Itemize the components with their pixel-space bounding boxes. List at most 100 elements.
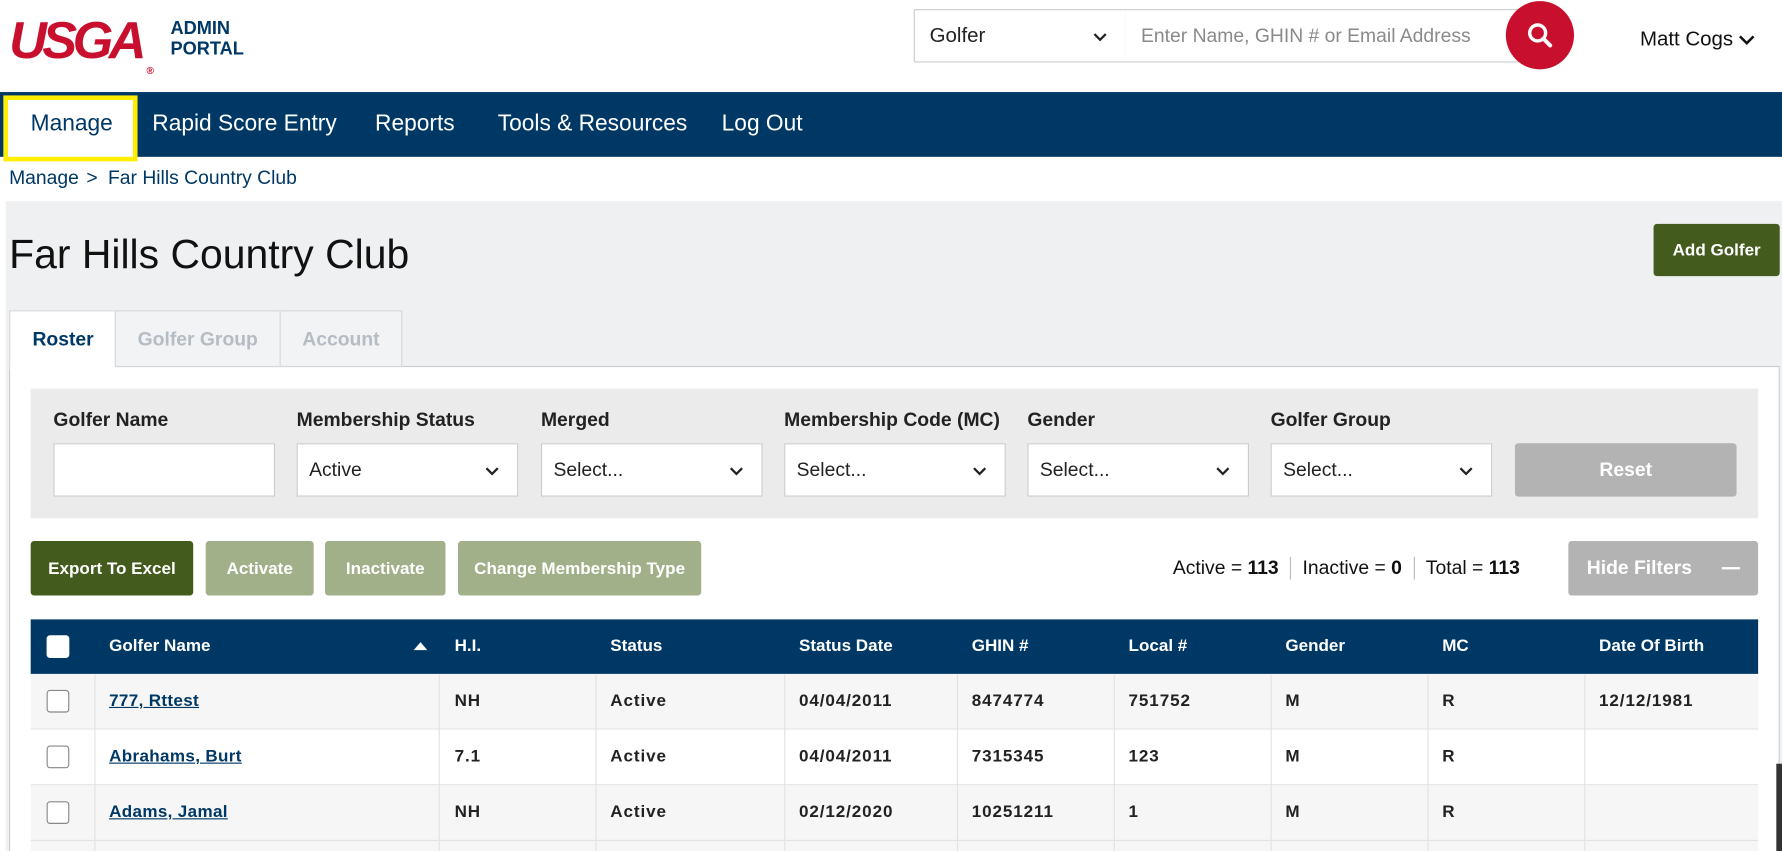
logo[interactable]: USGA ® [9, 9, 154, 76]
search-icon [1506, 1, 1574, 69]
action-button[interactable]: Inactivate [325, 541, 445, 596]
filter-input[interactable] [53, 443, 275, 496]
tab[interactable]: Golfer Group [115, 310, 281, 367]
sort-arrow [414, 642, 428, 650]
golfer-link[interactable]: Abrahams, Burt [109, 747, 242, 766]
chevron [1459, 467, 1473, 476]
count-value: 113 [1489, 557, 1520, 579]
column-divider [1114, 674, 1115, 851]
count: Inactive = 0 [1290, 557, 1413, 580]
logo-mark: ® [146, 65, 154, 76]
row-checkbox[interactable] [47, 746, 70, 769]
user-menu[interactable]: Matt Cogs [1640, 27, 1755, 51]
column-divider [1427, 674, 1428, 851]
column-header[interactable]: MC [1442, 636, 1469, 655]
nav-item[interactable]: Reports [375, 92, 455, 157]
filter-select[interactable]: Active [297, 443, 519, 496]
search-type[interactable]: Golfer [914, 9, 1127, 62]
filter-select[interactable]: Select... [1027, 443, 1249, 496]
column-divider [94, 674, 95, 851]
column-header[interactable]: Local # [1129, 636, 1188, 655]
chevron [1093, 33, 1107, 42]
column-header[interactable]: Golfer Name [109, 636, 210, 655]
golfer-link[interactable]: Adams, Jamal [109, 802, 228, 821]
tab[interactable]: Roster [9, 310, 116, 368]
filter-label: Gender [1027, 409, 1095, 432]
column-header[interactable]: GHIN # [972, 636, 1029, 655]
breadcrumb-item[interactable]: Manage [9, 167, 79, 190]
golfer-link[interactable]: 777, Rttest [109, 691, 199, 710]
column-header[interactable]: Status [610, 636, 662, 655]
column-header[interactable]: H.I. [455, 636, 482, 655]
nav-item[interactable]: Tools & Resources [498, 92, 688, 157]
action-button[interactable]: Change Membership Type [458, 541, 701, 596]
tab[interactable]: Account [280, 310, 403, 367]
cell: 123 [1129, 747, 1160, 766]
cell: M [1285, 802, 1300, 821]
row-checkbox[interactable] [47, 801, 70, 824]
column-divider [1271, 674, 1272, 851]
filter-select[interactable]: Select... [541, 443, 763, 496]
cell: R [1442, 691, 1455, 710]
user-name: Matt Cogs [1640, 27, 1733, 50]
cell: NH [455, 802, 481, 821]
breadcrumb-item[interactable]: Far Hills Country Club [108, 167, 297, 190]
column-header[interactable]: Gender [1285, 636, 1345, 655]
cell: 12/12/1981 [1599, 691, 1693, 710]
cell: Active [610, 691, 667, 710]
cell: 7.1 [455, 747, 481, 766]
column-header[interactable]: Date Of Birth [1599, 636, 1704, 655]
cell: M [1285, 691, 1300, 710]
filter-value: Select... [1040, 459, 1110, 481]
cell: Active [610, 802, 667, 821]
count: Total = 113 [1413, 557, 1520, 580]
action-button[interactable]: Activate [206, 541, 314, 596]
counts: Active = 113Inactive = 0Total = 113 [1173, 541, 1520, 596]
reset-button[interactable]: Reset [1515, 443, 1737, 496]
chevron [730, 467, 744, 476]
column-divider [784, 674, 785, 851]
cell: 02/12/2020 [799, 802, 893, 821]
search-placeholder: Enter Name, GHIN # or Email Address [1141, 25, 1471, 47]
row-checkbox[interactable] [47, 690, 70, 713]
filter-label: Membership Status [297, 409, 475, 432]
cell: 04/04/2011 [799, 691, 892, 710]
hide-filters-button[interactable]: Hide Filters [1568, 541, 1758, 596]
nav-item[interactable]: Rapid Score Entry [152, 92, 336, 157]
action-button[interactable]: Export To Excel [31, 541, 194, 596]
search-button[interactable] [1506, 1, 1574, 69]
filter-value: Select... [797, 459, 867, 481]
chevron [1739, 35, 1755, 45]
header-checkbox[interactable] [47, 635, 70, 658]
add-golfer-button[interactable]: Add Golfer [1654, 224, 1780, 276]
column-divider [439, 674, 440, 851]
count-label: Total = [1426, 557, 1483, 579]
nav-item[interactable]: Manage [31, 92, 113, 157]
cell: 751752 [1129, 691, 1191, 710]
filter-select[interactable]: Select... [1271, 443, 1493, 496]
search-input[interactable]: Enter Name, GHIN # or Email Address [1125, 9, 1523, 62]
filter-value: Active [309, 459, 362, 481]
count-value: 113 [1247, 557, 1278, 579]
table-header [31, 619, 1758, 674]
cell: Active [610, 747, 667, 766]
cell: 8474774 [972, 691, 1045, 710]
filter-label: Golfer Name [53, 409, 168, 432]
table-row [31, 674, 1758, 730]
hide-filters-text: Hide Filters [1587, 557, 1692, 580]
filter-label: Merged [541, 409, 610, 432]
page-title: Far Hills Country Club [9, 231, 409, 279]
column-header[interactable]: Status Date [799, 636, 893, 655]
portal-label: PORTAL [170, 40, 243, 59]
scrollbar [1776, 764, 1782, 851]
filter-label: Golfer Group [1271, 409, 1391, 432]
filter-select[interactable]: Select... [784, 443, 1006, 496]
logo-text: USGA [9, 10, 142, 69]
portal-label: ADMIN [170, 19, 230, 38]
search-type-text: Golfer [930, 24, 986, 47]
cell: 7315345 [972, 747, 1045, 766]
cell: 04/04/2011 [799, 747, 892, 766]
filter-value: Select... [1283, 459, 1353, 481]
nav-item[interactable]: Log Out [722, 92, 803, 157]
